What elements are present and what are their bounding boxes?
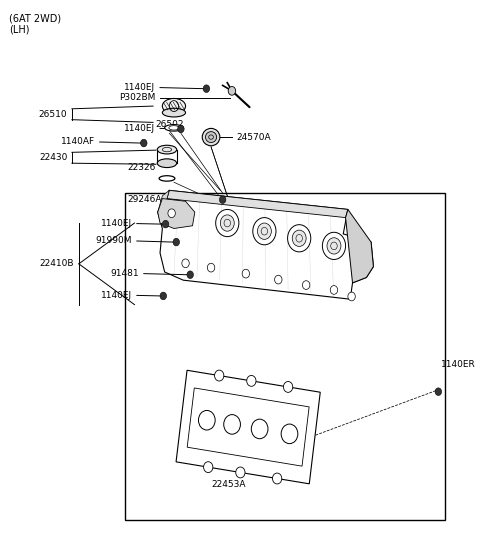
Circle shape (173, 238, 180, 246)
Circle shape (220, 215, 234, 231)
Polygon shape (346, 209, 373, 283)
Circle shape (160, 292, 167, 300)
Text: (6AT 2WD): (6AT 2WD) (9, 14, 61, 23)
Circle shape (292, 230, 306, 246)
Circle shape (219, 196, 226, 203)
Circle shape (187, 271, 193, 279)
Text: 1140EJ: 1140EJ (124, 83, 156, 92)
Text: P302BM: P302BM (119, 94, 156, 102)
Circle shape (207, 263, 215, 272)
Text: 1140EJ: 1140EJ (101, 219, 132, 228)
Text: 1140ER: 1140ER (441, 360, 475, 369)
Circle shape (198, 410, 215, 430)
Circle shape (203, 85, 210, 92)
Circle shape (236, 467, 245, 478)
Circle shape (348, 292, 355, 301)
Ellipse shape (162, 108, 186, 117)
Circle shape (178, 125, 184, 133)
Circle shape (327, 238, 341, 254)
Polygon shape (158, 190, 373, 299)
Ellipse shape (202, 128, 220, 146)
Ellipse shape (157, 159, 177, 168)
Text: 91481: 91481 (110, 269, 139, 278)
Text: 24570A: 24570A (237, 133, 271, 141)
Circle shape (242, 269, 250, 278)
Text: 22430: 22430 (39, 153, 67, 162)
Polygon shape (158, 199, 195, 228)
Circle shape (330, 286, 338, 294)
Text: 22326: 22326 (128, 163, 156, 172)
Text: 1140EJ: 1140EJ (101, 291, 132, 300)
Circle shape (288, 225, 311, 252)
Circle shape (162, 220, 169, 228)
Circle shape (252, 419, 268, 438)
Circle shape (302, 281, 310, 289)
Text: 1140AF: 1140AF (61, 138, 95, 146)
Text: 1140EJ: 1140EJ (124, 124, 156, 133)
Polygon shape (176, 370, 320, 484)
Circle shape (275, 275, 282, 284)
Text: 22453A: 22453A (211, 480, 246, 489)
Circle shape (204, 462, 213, 473)
Circle shape (273, 473, 282, 484)
Polygon shape (167, 190, 348, 218)
Circle shape (323, 232, 346, 259)
Circle shape (253, 218, 276, 245)
Circle shape (182, 259, 189, 268)
Text: 29246A: 29246A (128, 195, 162, 203)
Circle shape (435, 388, 442, 395)
Circle shape (215, 370, 224, 381)
Circle shape (141, 139, 147, 147)
Circle shape (168, 209, 175, 218)
Ellipse shape (165, 125, 183, 131)
Text: 26502: 26502 (156, 120, 184, 128)
Bar (125, 193, 445, 520)
Text: 22410B: 22410B (40, 259, 74, 268)
Ellipse shape (157, 145, 177, 154)
Ellipse shape (162, 98, 186, 114)
Polygon shape (158, 190, 169, 212)
Circle shape (284, 381, 293, 392)
Circle shape (247, 375, 256, 386)
Text: 91990M: 91990M (96, 237, 132, 245)
Circle shape (257, 223, 271, 239)
Text: 26510: 26510 (38, 110, 67, 119)
Circle shape (281, 424, 298, 444)
Ellipse shape (205, 132, 216, 143)
Circle shape (228, 86, 236, 95)
Text: (LH): (LH) (9, 24, 30, 34)
Circle shape (224, 415, 240, 434)
Circle shape (216, 209, 239, 237)
Polygon shape (187, 388, 309, 466)
